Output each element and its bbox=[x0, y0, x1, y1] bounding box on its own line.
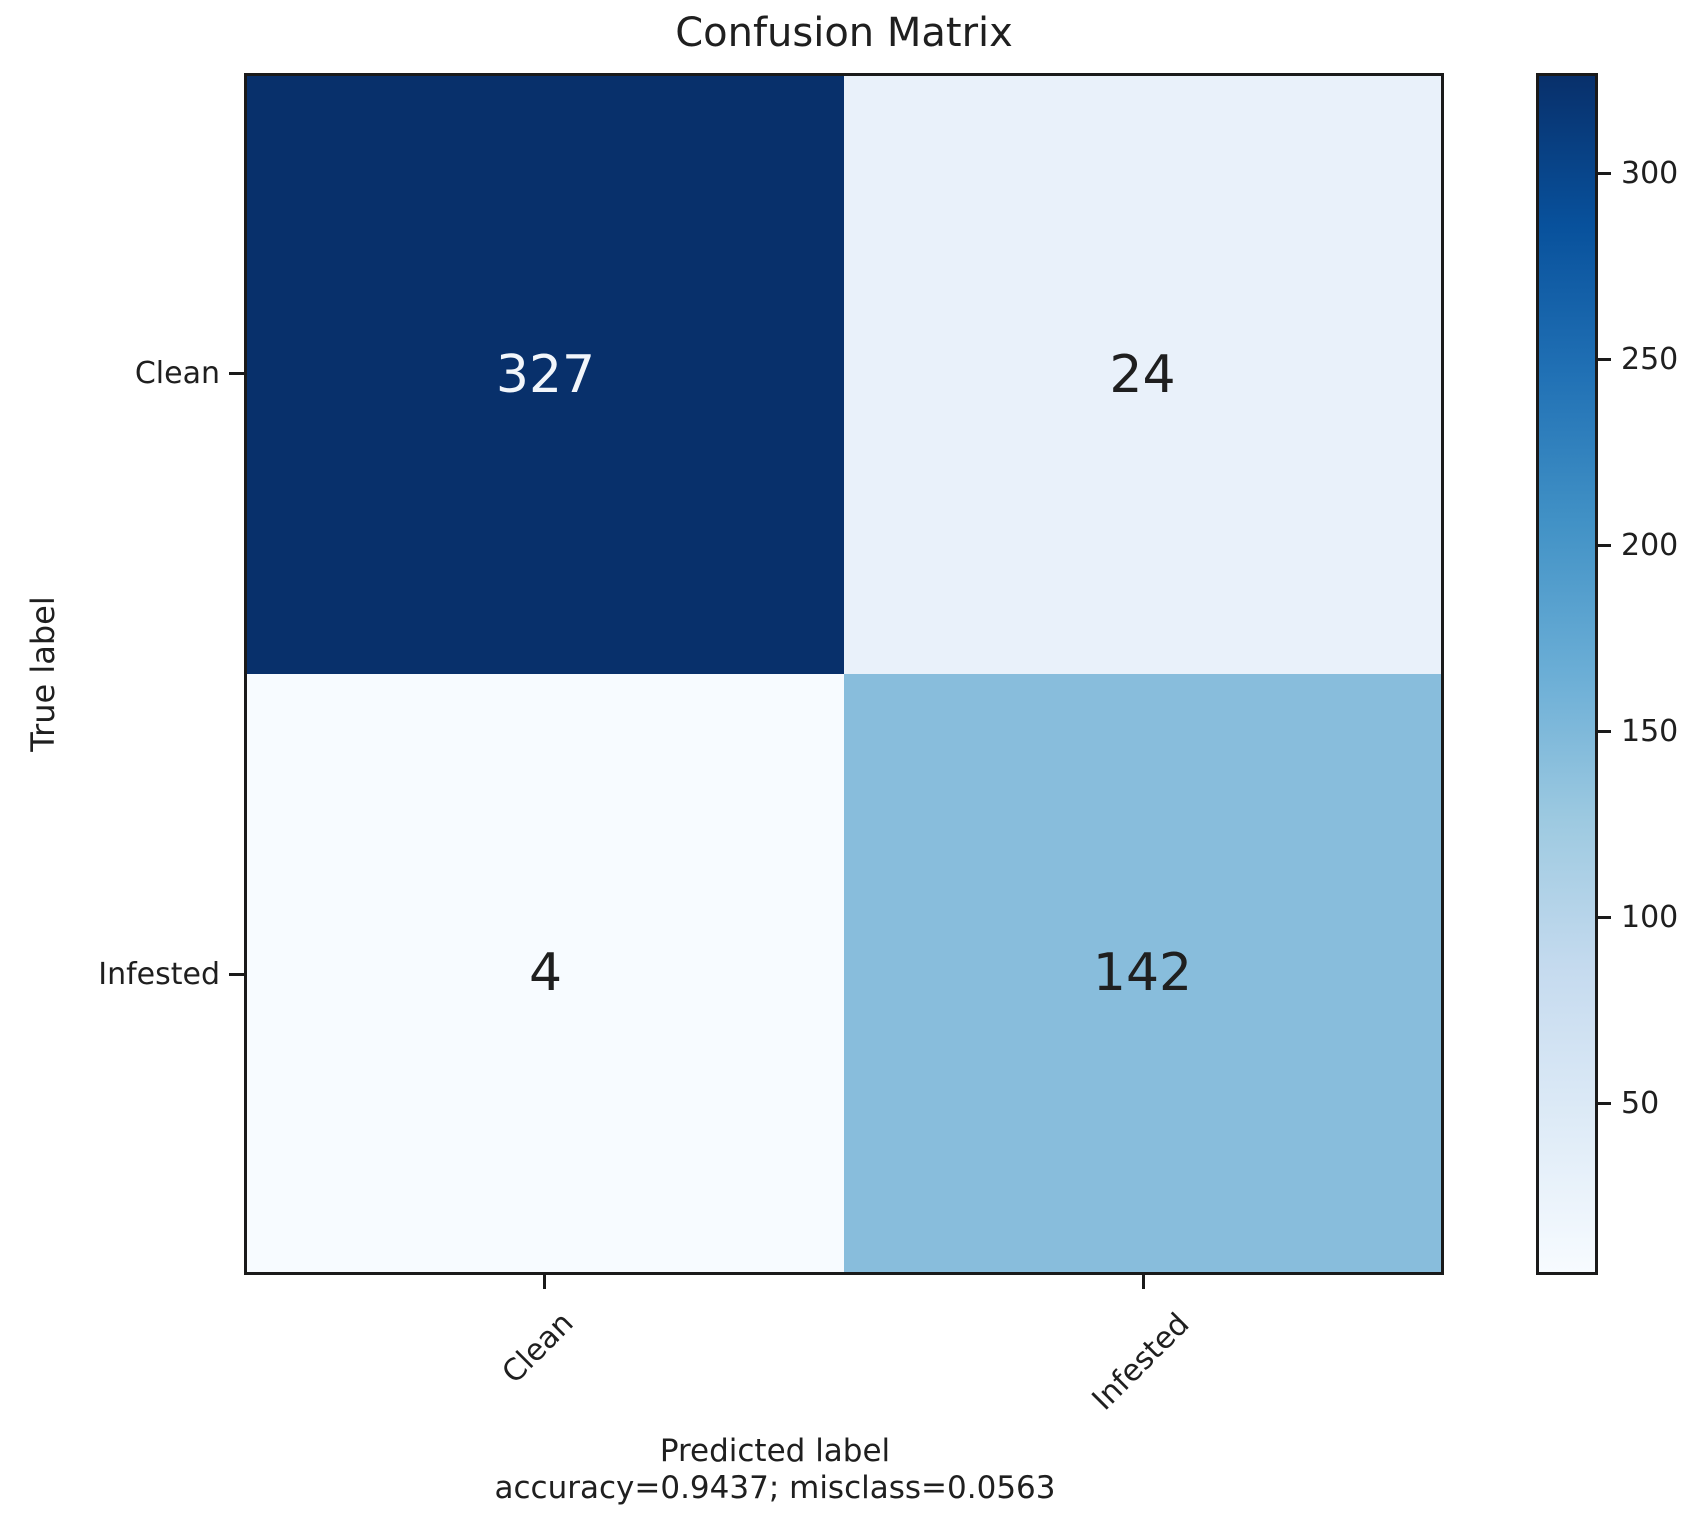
y-tick-label-clean: Clean bbox=[134, 356, 220, 391]
colorbar-tick-label-300: 300 bbox=[1621, 156, 1679, 191]
accuracy-caption: accuracy=0.9437; misclass=0.0563 bbox=[494, 1470, 1056, 1506]
x-tick-label-clean: Clean bbox=[495, 1305, 581, 1391]
y-tick-label-infested: Infested bbox=[98, 957, 220, 992]
x-tick-infested bbox=[1142, 1275, 1145, 1289]
colorbar-tick-label-100: 100 bbox=[1621, 900, 1679, 935]
colorbar-tick-300 bbox=[1598, 172, 1611, 175]
matrix-cell-true-infested-pred-infested: 142 bbox=[844, 674, 1441, 1272]
colorbar-tick-50 bbox=[1598, 1102, 1611, 1105]
x-axis-title: Predicted label bbox=[659, 1433, 891, 1469]
colorbar-tick-label-200: 200 bbox=[1621, 528, 1679, 563]
colorbar-tick-200 bbox=[1598, 544, 1611, 547]
cell-value: 24 bbox=[1109, 345, 1176, 405]
cell-value: 142 bbox=[1092, 943, 1193, 1003]
matrix-cell-true-clean-pred-clean: 327 bbox=[247, 76, 844, 674]
colorbar-tick-label-150: 150 bbox=[1621, 714, 1679, 749]
x-tick-label-infested: Infested bbox=[1085, 1306, 1197, 1418]
confusion-matrix-grid: 327 24 4 142 bbox=[244, 73, 1444, 1275]
matrix-cell-true-clean-pred-infested: 24 bbox=[844, 76, 1441, 674]
cell-value: 327 bbox=[495, 345, 596, 405]
chart-title: Confusion Matrix bbox=[675, 10, 1013, 56]
colorbar bbox=[1536, 73, 1598, 1275]
y-axis-title: True label bbox=[24, 596, 62, 752]
colorbar-tick-150 bbox=[1598, 730, 1611, 733]
x-tick-clean bbox=[543, 1275, 546, 1289]
y-tick-clean bbox=[229, 372, 244, 375]
y-tick-infested bbox=[229, 973, 244, 976]
matrix-cell-true-infested-pred-clean: 4 bbox=[247, 674, 844, 1272]
colorbar-tick-100 bbox=[1598, 916, 1611, 919]
cell-value: 4 bbox=[528, 943, 563, 1003]
colorbar-tick-label-250: 250 bbox=[1621, 342, 1679, 377]
colorbar-tick-label-50: 50 bbox=[1621, 1086, 1660, 1121]
colorbar-tick-250 bbox=[1598, 358, 1611, 361]
